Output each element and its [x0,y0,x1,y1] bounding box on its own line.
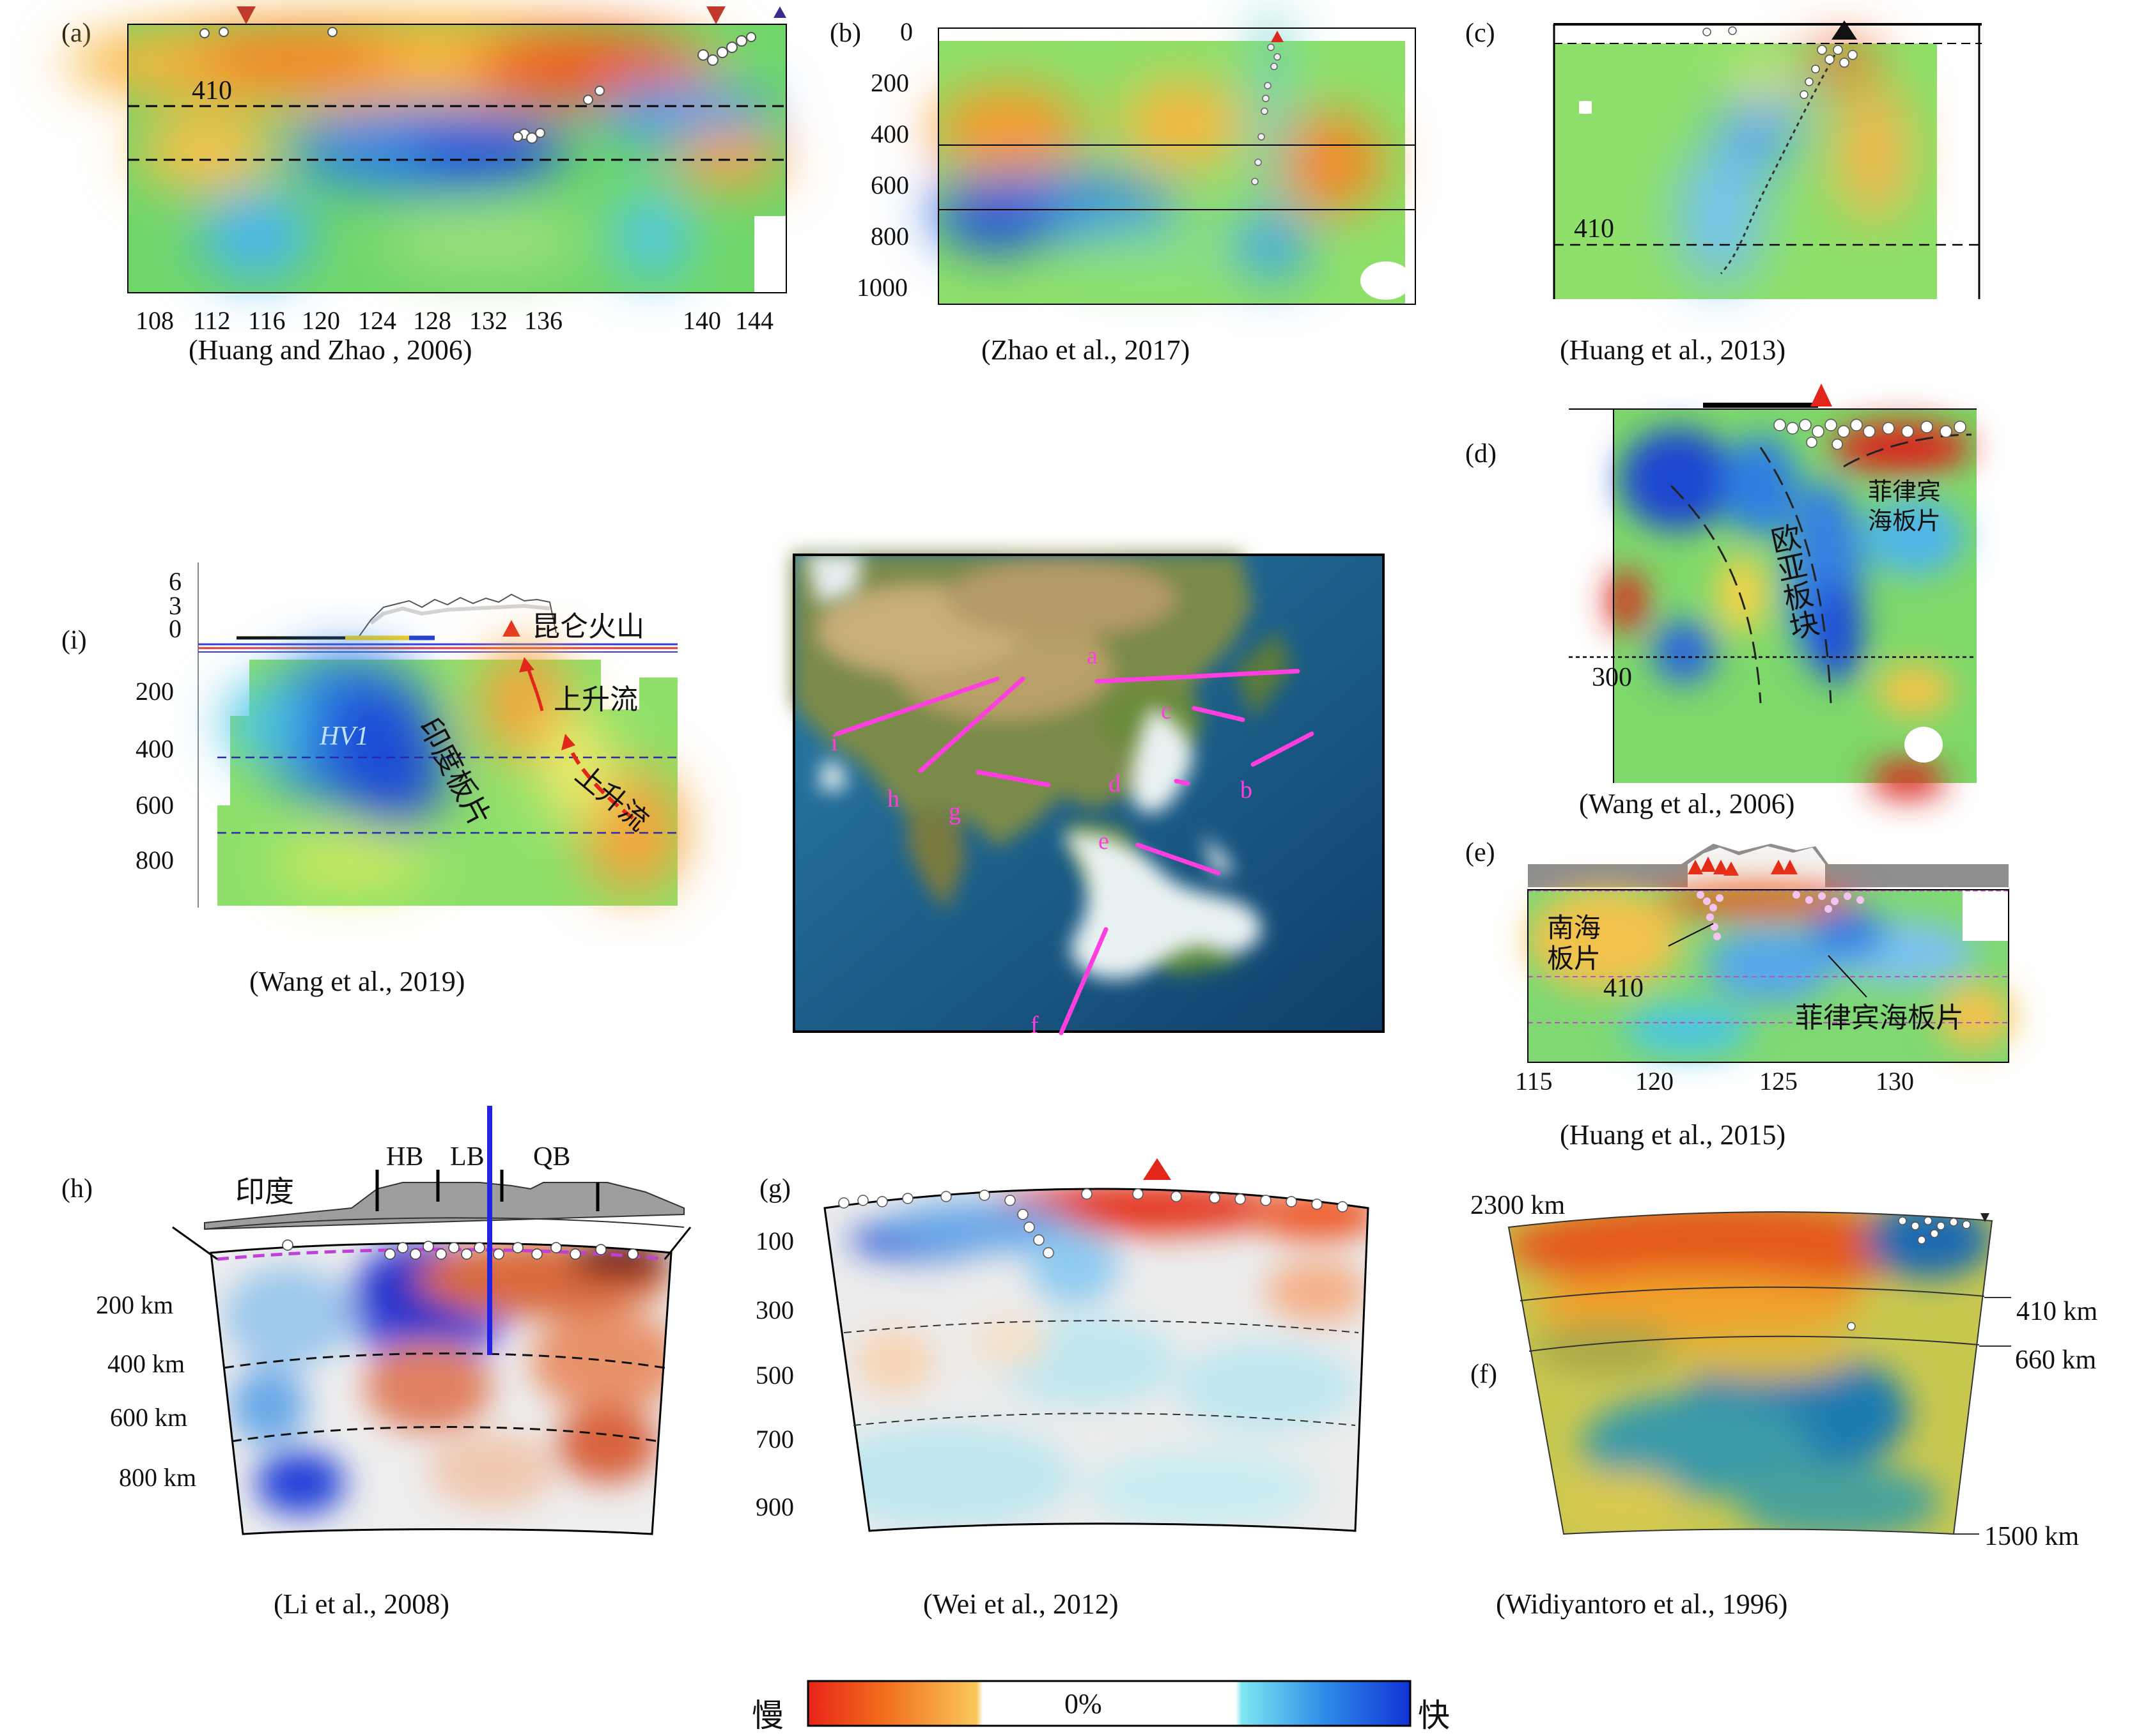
panel-d-label-philippine-2: 海板片 [1868,507,1941,535]
panel-a-depth-label: 410 [192,76,232,105]
panel-i-topo-tick-1: 3 [169,591,182,620]
panel-e-caption: (Huang et al., 2015) [1560,1119,1786,1151]
panel-i-label-volcano: 昆仑火山 [532,610,644,643]
panel-c-depth-label: 410 [1574,214,1614,244]
topographic-map [793,554,1385,1035]
colorbar-gradient [807,1680,1412,1727]
panel-a-x-tick-9: 144 [735,306,774,335]
panel-i-y-tick-3: 800 [136,846,174,874]
map-profile-label-1: b [1240,777,1252,803]
map-profile-label-8: i [831,729,838,756]
panel-g-y-tick-1: 300 [756,1296,794,1324]
panel-b-tomogram [926,3,1416,305]
panel-f-label-2300: 2300 km [1470,1191,1566,1220]
panel-c-tomogram [1553,20,1982,299]
panel-i-topo-tick-0: 6 [169,567,182,596]
panel-d-letter: (d) [1465,439,1497,469]
panel-d-depth-label: 300 [1592,663,1632,692]
panel-f-label-660: 660 km [2015,1345,2097,1375]
panel-c-caption: (Huang et al., 2013) [1560,334,1786,366]
panel-i-y-tick-0: 200 [136,677,174,706]
panel-g-caption: (Wei et al., 2012) [923,1588,1119,1620]
panel-a-x-tick-3: 120 [302,306,340,335]
panel-h-label-lb: LB [450,1142,485,1172]
panel-a-x-tick-2: 116 [248,306,286,335]
panel-h-letter: (h) [61,1174,93,1204]
panel-d-tomogram [1569,384,1977,799]
panel-e-label-scs-1: 南海 [1547,912,1601,943]
map-profile-label-6: g [949,798,961,825]
panel-e-label-scs-2: 板片 [1547,943,1601,974]
map-profile-label-0: a [1087,642,1098,669]
panel-d-label-philippine-1: 菲律宾 [1868,477,1941,506]
panel-b-letter: (b) [830,19,861,48]
panel-b-y-tick-5: 1000 [857,273,908,302]
panel-b-y-tick-0: 0 [900,17,913,46]
panel-g-tomogram [823,1158,1369,1532]
colorbar-fast-label: 快 [1418,1697,1450,1734]
panel-e-depth-label: 410 [1603,973,1644,1003]
panel-h-y-tick-1: 400 km [107,1349,185,1378]
panel-g-y-tick-3: 700 [756,1425,794,1453]
panel-b-y-tick-1: 200 [871,68,909,97]
map-profile-label-7: h [887,786,899,812]
panel-c-letter: (c) [1465,19,1495,48]
panel-a-x-tick-0: 108 [136,306,174,335]
panel-b-y-tick-4: 800 [871,222,909,251]
panel-h-label-qb: QB [533,1142,571,1172]
panel-e-x-tick-3: 130 [1876,1067,1914,1096]
panel-i-label-upwelling-1: 上升流 [554,683,638,716]
panel-i-y-tick-2: 600 [136,791,174,819]
panel-a-letter: (a) [61,19,91,48]
panel-a-x-tick-8: 140 [683,306,721,335]
panel-i-topo-tick-2: 0 [169,614,182,643]
panel-e-x-tick-2: 125 [1759,1067,1798,1096]
map-profile-label-5: f [1031,1012,1039,1039]
colorbar-zero-label: 0% [1064,1688,1102,1719]
panel-b-y-tick-3: 600 [871,171,909,199]
panel-f-letter: (f) [1470,1360,1497,1389]
panel-e-tomogram [1527,844,2014,1063]
panel-e-x-tick-0: 115 [1515,1067,1553,1096]
panel-g-letter: (g) [759,1174,791,1204]
panel-i-letter: (i) [61,626,87,655]
panel-i-label-hv1: HV1 [320,722,369,751]
panel-g-y-tick-2: 500 [756,1361,794,1390]
panel-d-caption: (Wang et al., 2006) [1579,788,1795,819]
panel-e-label-philippine: 菲律宾海板片 [1795,1002,1964,1034]
panel-h-caption: (Li et al., 2008) [274,1588,449,1620]
panel-g-y-tick-0: 100 [756,1227,794,1255]
panel-f-caption: (Widiyantoro et al., 1996) [1496,1588,1788,1620]
panel-a-tomogram [64,6,787,293]
panel-f-label-1500: 1500 km [1984,1522,2080,1551]
panel-f-label-410: 410 km [2016,1297,2098,1326]
panel-b-caption: (Zhao et al., 2017) [981,334,1190,366]
panel-h-tomogram [172,1106,692,1535]
panel-a-x-tick-1: 112 [193,306,231,335]
panel-b-y-tick-2: 400 [871,120,909,148]
panel-a-x-tick-4: 124 [358,306,396,335]
panel-g-y-tick-4: 900 [756,1492,794,1521]
panel-i-y-tick-1: 400 [136,734,174,763]
panel-h-label-hb: HB [386,1142,424,1172]
colorbar-slow-label: 慢 [752,1697,784,1734]
panel-e-x-tick-1: 120 [1635,1067,1674,1096]
panel-h-y-tick-3: 800 km [119,1463,197,1492]
panel-a-x-tick-6: 132 [469,306,508,335]
panel-a-caption: (Huang and Zhao , 2006) [189,334,472,366]
panel-i-tomogram [198,562,684,908]
map-profile-label-4: e [1098,828,1109,855]
panel-h-y-tick-2: 600 km [110,1403,188,1432]
panel-a-x-tick-7: 136 [524,306,563,335]
panel-i-caption: (Wang et al., 2019) [249,966,465,997]
panel-a-x-tick-5: 128 [413,306,451,335]
panel-e-letter: (e) [1465,838,1495,867]
panel-h-label-india: 印度 [235,1174,294,1209]
panel-f-tomogram [1507,1211,2011,1535]
map-profile-label-3: d [1108,770,1121,797]
panel-h-y-tick-0: 200 km [96,1290,174,1319]
map-profile-label-2: c [1161,697,1172,724]
